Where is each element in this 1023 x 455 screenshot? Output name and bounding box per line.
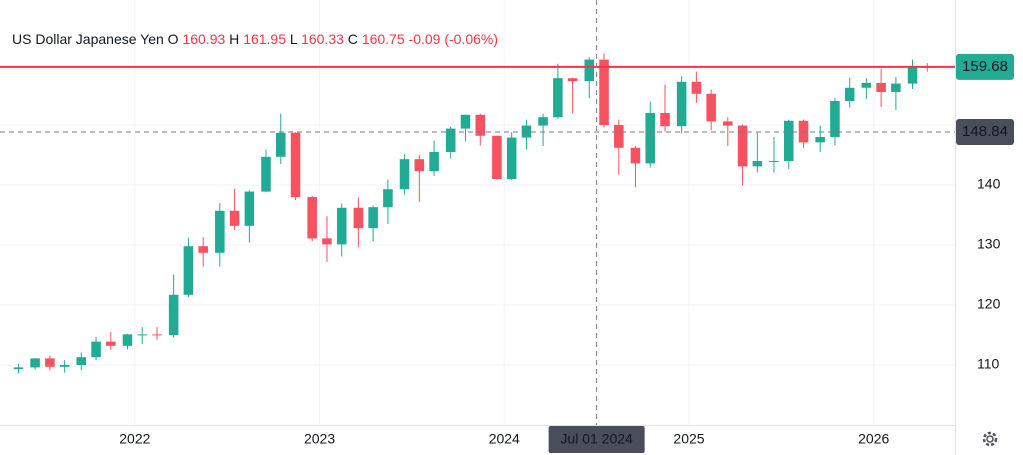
candle-body bbox=[336, 207, 347, 245]
candle-body bbox=[429, 151, 439, 172]
candle-body bbox=[876, 82, 886, 92]
candle-body bbox=[630, 147, 641, 164]
candle-body bbox=[106, 341, 116, 346]
candle-body bbox=[198, 246, 208, 253]
ohlc-key: C bbox=[348, 31, 358, 47]
candle-body bbox=[614, 124, 624, 148]
ohlc-key: H bbox=[229, 31, 239, 47]
ohlc-value: 160.75 bbox=[362, 31, 405, 47]
candle-body bbox=[244, 191, 255, 226]
candle-body bbox=[723, 121, 733, 126]
candle-body bbox=[506, 137, 517, 179]
candle-body bbox=[815, 136, 825, 143]
candle-body bbox=[645, 112, 655, 164]
candle-body bbox=[368, 207, 378, 229]
candle-body bbox=[229, 210, 240, 226]
candle-body bbox=[907, 66, 918, 84]
crosshair-x-box bbox=[548, 426, 645, 453]
y-tick-label: 140 bbox=[977, 176, 1001, 192]
y-tick-label: 130 bbox=[977, 236, 1001, 252]
price-label: 159.68 bbox=[962, 58, 1008, 75]
price-label-box bbox=[956, 53, 1014, 80]
candle-body bbox=[553, 78, 563, 118]
candle-body bbox=[414, 159, 425, 172]
candle-body bbox=[59, 364, 70, 367]
x-tick-label: 2026 bbox=[858, 431, 889, 447]
candle-body bbox=[567, 78, 578, 82]
candle-body bbox=[168, 294, 179, 335]
overlay bbox=[0, 0, 955, 425]
candle-body bbox=[752, 160, 763, 167]
symbol-name: US Dollar Japanese Yen bbox=[12, 31, 164, 47]
candle-body bbox=[769, 160, 779, 162]
candle-body bbox=[383, 189, 393, 208]
candle-body bbox=[475, 114, 486, 136]
candle-body bbox=[122, 334, 133, 346]
candle-body bbox=[13, 367, 24, 370]
ohlc-value: 160.93 bbox=[182, 31, 225, 47]
crosshair-y-label: 148.84 bbox=[962, 123, 1008, 140]
ohlc-key: O bbox=[168, 31, 179, 47]
x-tick-label: 2022 bbox=[119, 431, 150, 447]
candle-body bbox=[261, 156, 271, 192]
candle-body bbox=[30, 358, 40, 368]
y-tick-label: 120 bbox=[977, 296, 1001, 312]
candle-body bbox=[399, 159, 410, 190]
y-tick-label: 110 bbox=[977, 356, 1000, 372]
candle-body bbox=[183, 246, 194, 295]
candle-body bbox=[445, 128, 456, 152]
crosshair-x-label: Jul 01 2024 bbox=[560, 431, 633, 447]
candle-body bbox=[599, 59, 609, 125]
candle-body bbox=[460, 114, 471, 129]
candle-body bbox=[45, 358, 55, 367]
candle-body bbox=[307, 196, 317, 239]
candle-body bbox=[660, 112, 670, 127]
candle-body bbox=[861, 82, 872, 88]
candle-body bbox=[137, 334, 148, 336]
candle-body bbox=[276, 132, 286, 157]
candle-body bbox=[706, 93, 716, 122]
crosshair-y-box bbox=[956, 118, 1014, 145]
candle-body bbox=[891, 83, 901, 92]
ohlc-key: L bbox=[290, 31, 298, 47]
change: -0.09 bbox=[409, 31, 441, 47]
candle-body bbox=[584, 59, 595, 82]
x-tick-label: 2025 bbox=[673, 431, 704, 447]
candle-body bbox=[676, 81, 687, 127]
candle-body bbox=[322, 238, 332, 245]
change-pct: (-0.06%) bbox=[444, 31, 498, 47]
candles bbox=[13, 53, 933, 374]
candle-body bbox=[538, 117, 548, 126]
candle-body bbox=[737, 125, 748, 167]
candle-body bbox=[76, 357, 87, 365]
candle-body bbox=[353, 207, 364, 229]
candle-body bbox=[91, 341, 101, 358]
ohlc-value: 160.33 bbox=[301, 31, 344, 47]
candle-body bbox=[844, 87, 855, 101]
candle-body bbox=[830, 100, 840, 137]
candle-body bbox=[783, 120, 794, 161]
candle-body bbox=[290, 132, 301, 197]
candle-body bbox=[691, 81, 702, 94]
x-tick-label: 2024 bbox=[489, 431, 520, 447]
ohlc-value: 161.95 bbox=[243, 31, 286, 47]
legend: US Dollar Japanese Yen O 160.93 H 161.95… bbox=[12, 31, 498, 47]
candle-body bbox=[492, 135, 502, 179]
candle-body bbox=[215, 210, 225, 253]
settings-icon[interactable] bbox=[982, 431, 998, 447]
x-tick-label: 2023 bbox=[304, 431, 335, 447]
candle-body bbox=[152, 334, 162, 336]
